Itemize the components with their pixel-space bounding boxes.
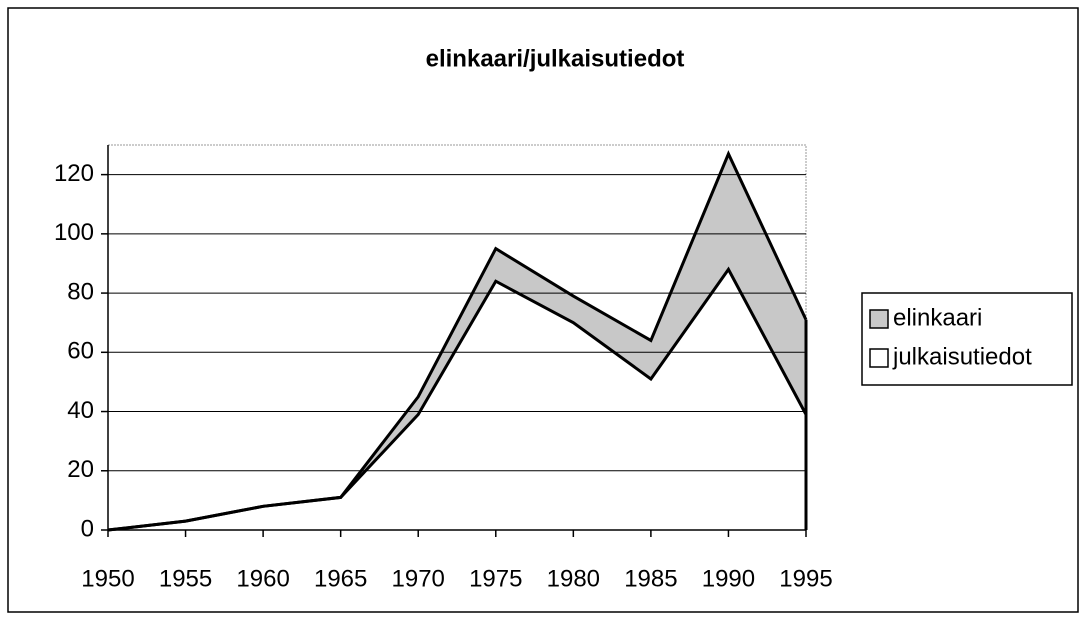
y-tick-label: 80: [67, 278, 94, 305]
y-tick-label: 40: [67, 397, 94, 424]
y-tick-label: 100: [54, 219, 94, 246]
x-tick-label: 1970: [392, 565, 445, 592]
x-tick-label: 1950: [81, 565, 134, 592]
x-tick-label: 1955: [159, 565, 212, 592]
x-tick-label: 1975: [469, 565, 522, 592]
chart-title: elinkaari/julkaisutiedot: [426, 45, 685, 72]
legend-swatch: [869, 309, 889, 329]
area: [108, 269, 806, 530]
x-tick-label: 1960: [236, 565, 289, 592]
x-tick-label: 1985: [624, 565, 677, 592]
area-line: [107, 150, 808, 532]
y-tick-label: 120: [54, 160, 94, 187]
legend-label: julkaisutiedot: [892, 343, 1032, 370]
y-tick-label: 60: [67, 338, 94, 365]
legend-box: [861, 292, 1073, 386]
y-tick-label: 0: [81, 515, 94, 542]
x-tick-label: 1980: [547, 565, 600, 592]
x-tick-label: 1965: [314, 565, 367, 592]
x-tick-label: 1990: [702, 565, 755, 592]
legend-label: elinkaari: [893, 304, 982, 331]
legend-swatch: [869, 348, 889, 368]
y-tick-label: 20: [67, 456, 94, 483]
area: [108, 153, 806, 530]
x-tick-label: 1995: [779, 565, 832, 592]
